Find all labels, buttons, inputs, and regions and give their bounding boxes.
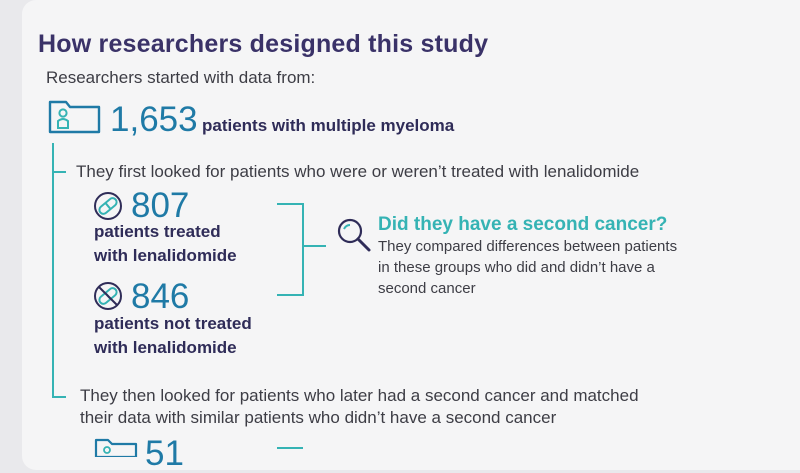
total-patients-count: 1,653 [110,100,198,139]
bracket-top [277,203,303,205]
question-text-line1: They compared differences between patien… [378,238,678,255]
patient-folder-icon [94,438,138,457]
page-title: How researchers designed this study [38,30,489,58]
intro-text: Researchers started with data from: [46,68,316,87]
total-patients-label: patients with multiple myeloma [202,116,455,135]
not-treated-label-line2: with lenalidomide [94,338,237,357]
treated-label-line2: with lenalidomide [94,246,237,265]
tree-connector-vertical [52,143,54,398]
patient-folder-icon [48,100,101,134]
treated-label-line1: patients treated [94,222,221,241]
step2-text-line1: They then looked for patients who later … [80,386,639,405]
tree-connector-branch-1 [52,171,66,173]
tree-connector-branch-2 [52,396,66,398]
not-treated-count: 846 [131,277,190,316]
partial-bracket [277,447,303,449]
pill-icon [94,192,122,220]
step1-text: They first looked for patients who were … [76,162,640,181]
question-text-line3: second cancer [378,280,476,297]
bracket-pointer [302,245,326,247]
no-pill-icon [94,282,122,310]
treated-count: 807 [131,186,190,225]
bracket-vertical [302,203,304,296]
not-treated-label-line1: patients not treated [94,314,252,333]
magnifier-icon [337,218,371,252]
step2-text-line2: their data with similar patients who did… [80,408,557,427]
question-text-line2: in these groups who did and didn’t have … [378,259,655,276]
partial-count: 51 [145,434,184,473]
content-card [22,0,800,470]
bracket-bottom [277,294,303,296]
question-heading: Did they have a second cancer? [378,214,668,235]
